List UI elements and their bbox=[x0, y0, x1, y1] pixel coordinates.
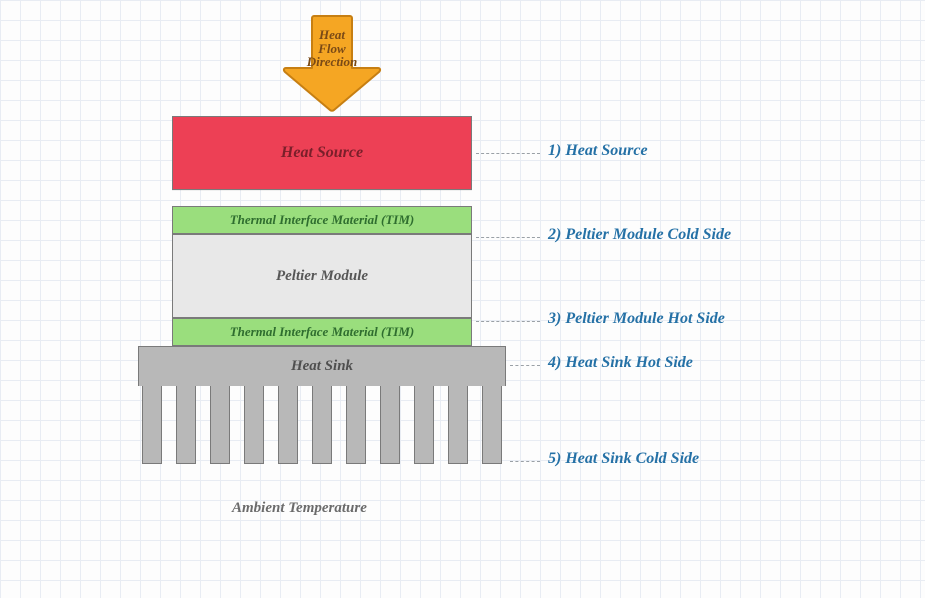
lead-1 bbox=[476, 153, 540, 154]
callout-2: 2) Peltier Module Cold Side bbox=[548, 226, 731, 244]
heat-source-label: Heat Source bbox=[281, 144, 363, 162]
heatsink-fin bbox=[380, 386, 400, 464]
heatsink-fin bbox=[448, 386, 468, 464]
heatsink-fin bbox=[244, 386, 264, 464]
callout-3: 3) Peltier Module Hot Side bbox=[548, 310, 725, 328]
ambient-label: Ambient Temperature bbox=[232, 500, 367, 517]
peltier-label: Peltier Module bbox=[276, 268, 368, 285]
callout-4-label: 4) Heat Sink Hot Side bbox=[548, 354, 693, 371]
tim-top-label: Thermal Interface Material (TIM) bbox=[230, 212, 415, 228]
heatsink-fin bbox=[312, 386, 332, 464]
callout-2-label: 2) Peltier Module Cold Side bbox=[548, 226, 731, 243]
layer-peltier: Peltier Module bbox=[172, 234, 472, 318]
callout-5-label: 5) Heat Sink Cold Side bbox=[548, 450, 699, 467]
layer-heatsink-top: Heat Sink bbox=[138, 346, 506, 386]
heatsink-fin bbox=[142, 386, 162, 464]
heatsink-fin bbox=[346, 386, 366, 464]
heatsink-fins bbox=[138, 386, 506, 464]
callout-1: 1) Heat Source bbox=[548, 142, 648, 160]
layer-tim-bottom: Thermal Interface Material (TIM) bbox=[172, 318, 472, 346]
lead-3 bbox=[476, 321, 540, 322]
heatsink-fin bbox=[278, 386, 298, 464]
lead-5 bbox=[510, 461, 540, 462]
heatsink-fin bbox=[176, 386, 196, 464]
heatsink-fin bbox=[210, 386, 230, 464]
heat-flow-arrow: Heat Flow Direction bbox=[282, 14, 382, 112]
heatsink-fin bbox=[482, 386, 502, 464]
heatsink-fin bbox=[414, 386, 434, 464]
lead-2 bbox=[476, 237, 540, 238]
arrow-label-3: Direction bbox=[307, 54, 358, 69]
heatsink-label: Heat Sink bbox=[291, 358, 353, 375]
layer-heat-source: Heat Source bbox=[172, 116, 472, 190]
callout-5: 5) Heat Sink Cold Side bbox=[548, 450, 699, 468]
layer-tim-top: Thermal Interface Material (TIM) bbox=[172, 206, 472, 234]
arrow-label: Heat Flow Direction bbox=[307, 28, 358, 69]
ambient-text: Ambient Temperature bbox=[232, 500, 367, 516]
callout-1-label: 1) Heat Source bbox=[548, 142, 648, 159]
callout-3-label: 3) Peltier Module Hot Side bbox=[548, 310, 725, 327]
lead-4 bbox=[510, 365, 540, 366]
tim-bottom-label: Thermal Interface Material (TIM) bbox=[230, 324, 415, 340]
callout-4: 4) Heat Sink Hot Side bbox=[548, 354, 693, 372]
diagram-stage: Heat Flow Direction Heat Source Thermal … bbox=[0, 0, 925, 598]
